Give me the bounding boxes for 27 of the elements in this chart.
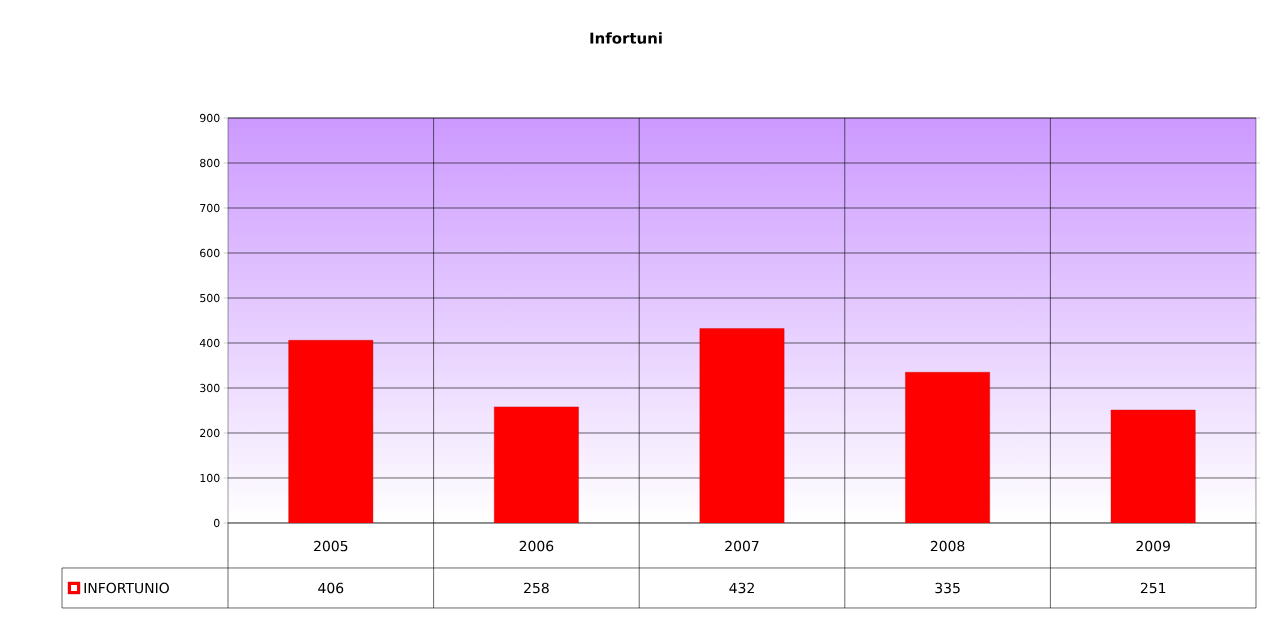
y-tick-label: 800 (200, 158, 220, 168)
data-label: 258 (524, 582, 549, 594)
y-tick-label: 900 (200, 113, 220, 123)
y-tick-label: 400 (199, 338, 220, 348)
x-tick-label: 2007 (725, 540, 759, 552)
y-tick-label: 200 (200, 428, 220, 438)
legend-label: INFORTUNIO (84, 582, 169, 594)
bar (288, 340, 374, 523)
y-tick-label: 0 (213, 518, 220, 528)
bar (1110, 409, 1196, 523)
bar (905, 372, 990, 523)
data-label: 432 (729, 582, 754, 594)
data-label: 335 (935, 582, 960, 594)
y-tick-label: 700 (200, 203, 220, 213)
x-tick-label: 2008 (930, 540, 965, 552)
x-tick-label: 2005 (314, 540, 348, 552)
x-tick-label: 2009 (1136, 540, 1170, 552)
bar (494, 406, 579, 523)
chart-title: Infortuni (590, 32, 662, 44)
bar (699, 328, 785, 523)
y-tick-label: 100 (200, 473, 220, 483)
data-label: 406 (318, 582, 344, 594)
y-tick-label: 500 (200, 293, 220, 303)
y-tick-label: 600 (200, 248, 220, 258)
y-tick-label: 300 (200, 383, 220, 393)
x-tick-label: 2006 (519, 540, 554, 552)
data-label: 251 (1140, 582, 1166, 594)
